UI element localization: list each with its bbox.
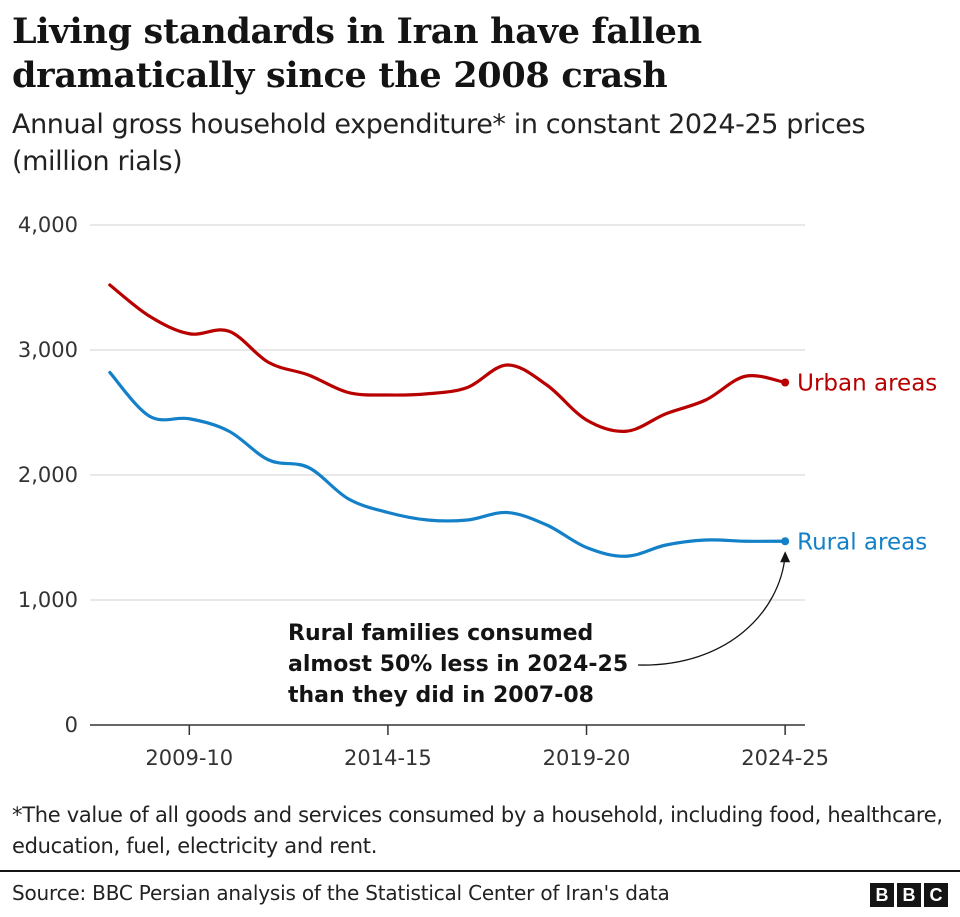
logo-letter: B — [897, 883, 921, 907]
x-tick-label: 2009-10 — [145, 746, 233, 770]
annotation-text: than they did in 2007-08 — [288, 683, 594, 708]
y-tick-label: 2,000 — [18, 463, 78, 487]
rural-areas-end-point — [781, 537, 790, 546]
y-tick-label: 0 — [65, 713, 78, 737]
urban-areas-label: Urban areas — [797, 371, 937, 397]
chart-subtitle: Annual gross household expenditure* in c… — [12, 109, 866, 177]
footnote: *The value of all goods and services con… — [12, 803, 943, 858]
bbc-logo: B B C — [870, 883, 948, 907]
source-note: Source: BBC Persian analysis of the Stat… — [12, 881, 670, 905]
footer-divider — [0, 870, 960, 872]
annotation-arrow — [637, 555, 786, 666]
x-tick-label: 2024-25 — [741, 746, 829, 770]
urban-areas-end-point — [781, 378, 790, 387]
x-tick-label: 2019-20 — [543, 746, 631, 770]
y-tick-label: 4,000 — [18, 213, 78, 237]
y-tick-label: 1,000 — [18, 588, 78, 612]
annotation-text: Rural families consumed — [288, 621, 593, 646]
y-tick-label: 3,000 — [18, 338, 78, 362]
line-chart: 0 1,000 2,000 3,000 4,000 2009-10 2014-15 2019… — [18, 213, 937, 770]
annotation-arrowhead — [780, 551, 791, 563]
rural-areas-label: Rural areas — [797, 529, 927, 555]
logo-letter: C — [924, 883, 948, 907]
logo-letter: B — [870, 883, 894, 907]
annotation-text: almost 50% less in 2024-25 — [288, 652, 628, 677]
rural-areas-line — [108, 370, 787, 558]
chart-title: Living standards in Iran have fallen dra… — [12, 11, 702, 96]
urban-areas-line — [108, 283, 787, 433]
x-tick-label: 2014-15 — [344, 746, 432, 770]
